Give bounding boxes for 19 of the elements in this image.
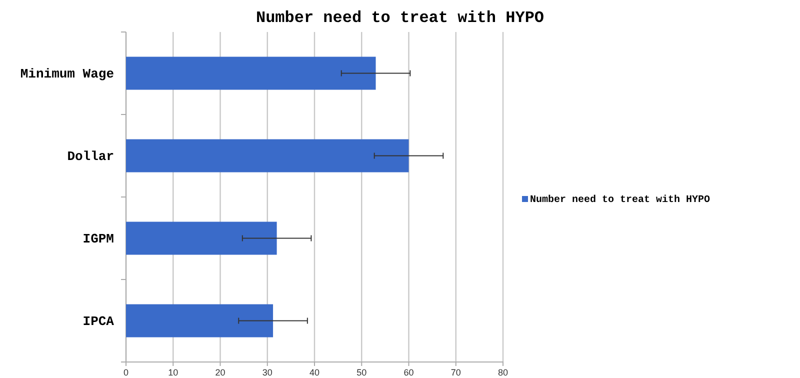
y-tick-label: IGPM <box>82 231 114 246</box>
x-tick-label: 60 <box>404 367 414 378</box>
bar <box>126 304 274 338</box>
x-tick-label: 50 <box>356 367 367 378</box>
x-tick-label: 40 <box>309 367 320 378</box>
x-tick-label: 80 <box>498 367 508 378</box>
y-tick-label: Minimum Wage <box>20 66 114 82</box>
bar <box>126 139 409 172</box>
x-tick-label: 10 <box>168 367 178 378</box>
legend-label: Number need to treat with HYPO <box>530 194 710 206</box>
bar <box>126 56 376 90</box>
y-tick-label: Dollar <box>67 148 114 164</box>
x-tick-label: 70 <box>450 367 461 378</box>
bar <box>126 222 277 255</box>
x-tick-label: 20 <box>215 367 226 378</box>
x-tick-label: 0 <box>123 367 129 378</box>
y-tick-label: IPCA <box>82 314 114 329</box>
x-tick-label: 30 <box>262 367 272 378</box>
chart-title: Number need to treat with HYPO <box>256 9 544 27</box>
